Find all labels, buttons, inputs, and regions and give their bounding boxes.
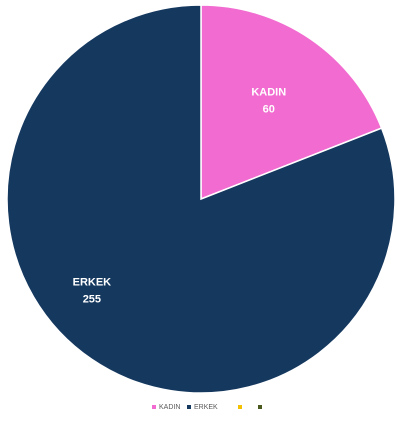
legend: KADIN ERKEK (152, 404, 262, 411)
slice-value-erkek: 255 (83, 293, 101, 305)
legend-label-2: ERKEK (194, 404, 218, 411)
pie-slice-erkek (6, 4, 396, 394)
legend-label-1: KADIN (159, 404, 180, 411)
pie-slices (6, 4, 396, 394)
slice-labels: KADIN 60 ERKEK 255 (73, 87, 287, 306)
legend-swatch-2 (187, 405, 191, 409)
slice-value-kadin: 60 (263, 104, 275, 116)
slice-label-kadin: KADIN (251, 87, 286, 99)
legend-swatch-1 (152, 405, 156, 409)
pie-slice-kadin (200, 4, 383, 201)
slice-label-erkek: ERKEK (73, 276, 112, 288)
legend-swatch-4 (258, 405, 262, 409)
legend-swatch-3 (238, 405, 242, 409)
